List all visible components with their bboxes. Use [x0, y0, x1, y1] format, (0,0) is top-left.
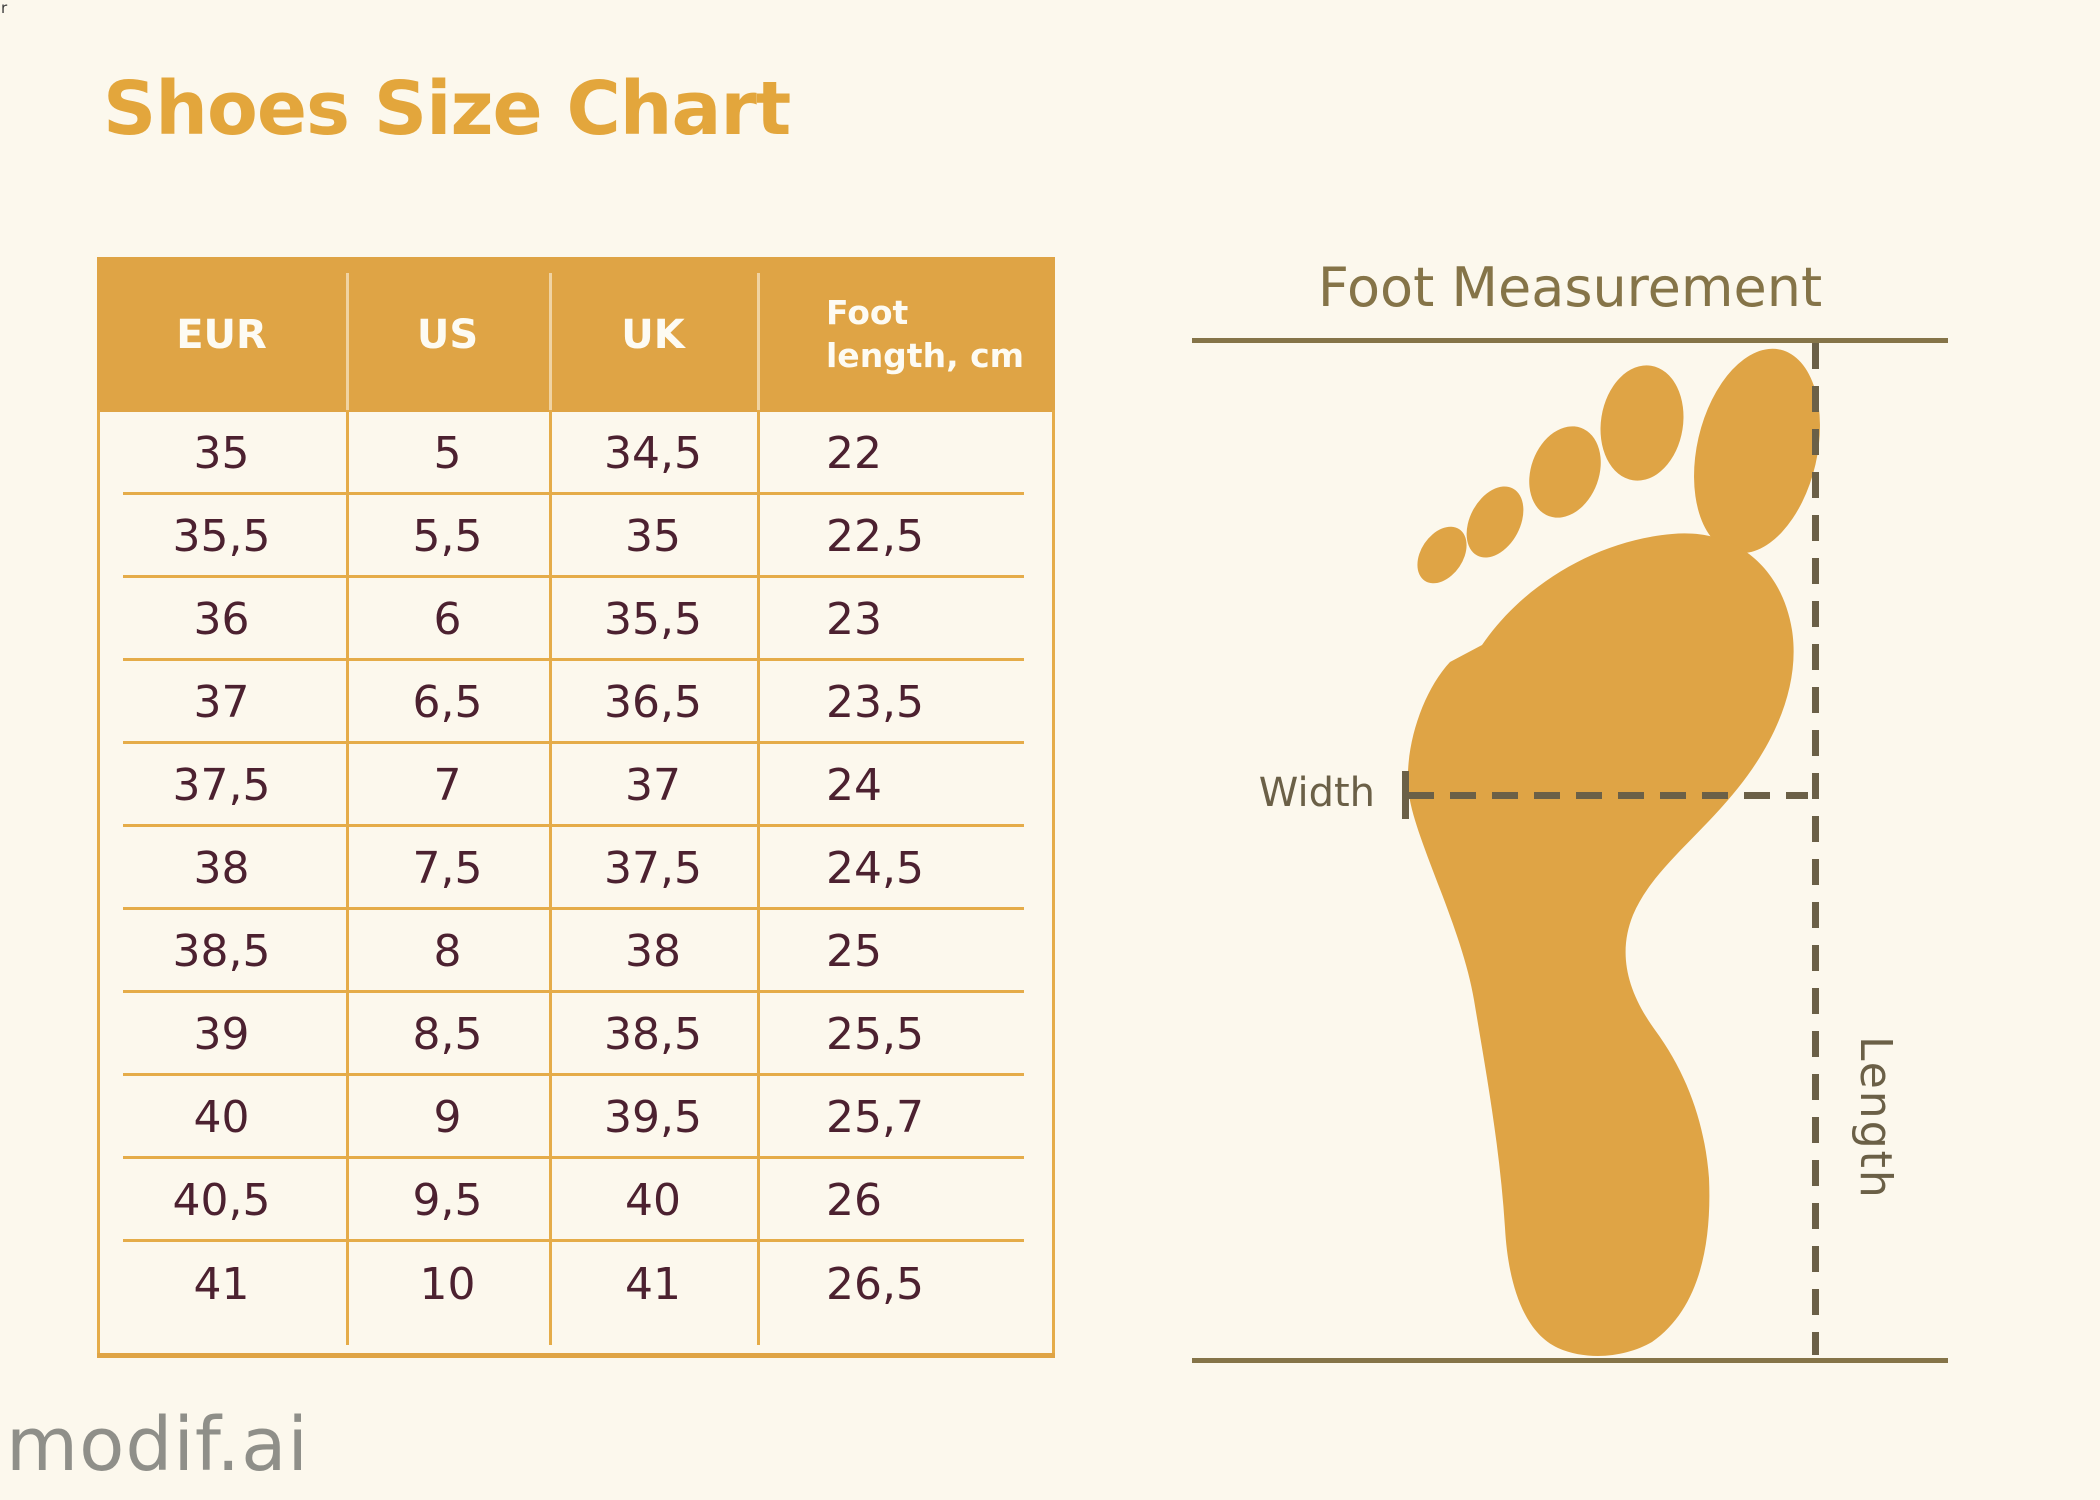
- table-row: 38,5 8 38 25: [97, 910, 1055, 993]
- foot-measurement-panel: Foot Measurement Width Length: [1190, 256, 1950, 1365]
- table-cell-uk: 34,5: [604, 428, 702, 479]
- table-cell-foot-length: 24,5: [826, 843, 924, 894]
- page-title: Shoes Size Chart: [103, 66, 791, 152]
- header-column-divider: [346, 273, 349, 412]
- table-cell-us: 7: [433, 760, 462, 811]
- header-cell-us: US: [416, 311, 479, 358]
- table-cell-foot-length: 26: [826, 1175, 882, 1226]
- measurement-top-rule: [1192, 338, 1948, 343]
- table-cell-foot-length: 25: [826, 926, 882, 977]
- table-row: 36 6 35,5 23: [97, 578, 1055, 661]
- table-cell-eur: 35: [193, 428, 250, 479]
- header-cell-foot-length: Foot length, cm: [826, 292, 1025, 375]
- table-cell-eur: 38: [193, 843, 250, 894]
- corner-artifact-mark: r: [1, 0, 8, 17]
- column-divider: [549, 410, 552, 1345]
- shoe-size-table: EUR US UK Foot length, cm 35 5 34,5 22 3…: [97, 257, 1055, 1363]
- table-cell-foot-length: 23,5: [826, 677, 924, 728]
- table-row: 39 8,5 38,5 25,5: [97, 993, 1055, 1076]
- big-toe-shape: [1694, 348, 1820, 554]
- table-cell-uk: 41: [625, 1259, 681, 1310]
- table-cell-uk: 40: [625, 1175, 681, 1226]
- table-row: 41 10 41 26,5: [97, 1242, 1055, 1353]
- fourth-toe-shape: [1466, 486, 1524, 558]
- table-row: 35,5 5,5 35 22,5: [97, 495, 1055, 578]
- table-left-border: [97, 410, 100, 1358]
- table-bottom-border: [97, 1353, 1055, 1358]
- table-cell-uk: 35: [625, 511, 681, 562]
- table-cell-foot-length: 25,5: [826, 1009, 924, 1060]
- table-row: 35 5 34,5 22: [97, 412, 1055, 495]
- table-cell-foot-length: 22: [826, 428, 882, 479]
- table-cell-eur: 40: [193, 1092, 250, 1143]
- watermark: modif.ai: [6, 1402, 309, 1488]
- table-row: 37 6,5 36,5 23,5: [97, 661, 1055, 744]
- measurement-bottom-rule: [1192, 1358, 1948, 1363]
- table-cell-uk: 38,5: [604, 1009, 702, 1060]
- table-cell-uk: 35,5: [604, 594, 702, 645]
- header-column-divider: [549, 273, 552, 412]
- table-cell-eur: 39: [193, 1009, 250, 1060]
- table-cell-eur: 35,5: [172, 511, 271, 562]
- table-cell-uk: 37,5: [604, 843, 702, 894]
- table-row: 40 9 39,5 25,7: [97, 1076, 1055, 1159]
- width-dashed-line: [1408, 792, 1808, 799]
- footprint-illustration: [1407, 348, 1820, 1356]
- column-divider: [346, 410, 349, 1345]
- table-cell-eur: 41: [193, 1259, 250, 1310]
- table-cell-uk: 37: [625, 760, 681, 811]
- table-row: 38 7,5 37,5 24,5: [97, 827, 1055, 910]
- table-cell-eur: 38,5: [172, 926, 271, 977]
- sole-shape: [1407, 533, 1794, 1356]
- length-dashed-line: [1812, 343, 1819, 1355]
- table-cell-foot-length: 26,5: [826, 1259, 924, 1310]
- width-tick-mark: [1402, 771, 1409, 819]
- table-row: 37,5 7 37 24: [97, 744, 1055, 827]
- table-cell-eur: 36: [193, 594, 250, 645]
- table-cell-us: 8,5: [412, 1009, 483, 1060]
- table-cell-us: 5,5: [412, 511, 483, 562]
- table-cell-us: 6,5: [412, 677, 483, 728]
- third-toe-shape: [1529, 426, 1601, 518]
- table-cell-us: 6: [433, 594, 462, 645]
- table-cell-foot-length: 25,7: [826, 1092, 924, 1143]
- table-cell-eur: 37: [193, 677, 250, 728]
- header-cell-eur: EUR: [176, 311, 267, 358]
- table-cell-uk: 39,5: [604, 1092, 702, 1143]
- table-row: 40,5 9,5 40 26: [97, 1159, 1055, 1242]
- header-column-divider: [757, 273, 760, 412]
- table-cell-us: 8: [433, 926, 462, 977]
- table-right-border: [1052, 410, 1055, 1358]
- table-cell-us: 10: [419, 1259, 476, 1310]
- table-cell-us: 9: [433, 1092, 462, 1143]
- table-cell-foot-length: 24: [826, 760, 882, 811]
- table-cell-us: 5: [433, 428, 462, 479]
- measurement-title: Foot Measurement: [1317, 256, 1823, 319]
- table-body: 35 5 34,5 22 35,5 5,5 35 22,5 36 6 35,5 …: [97, 412, 1055, 1353]
- table-cell-foot-length: 23: [826, 594, 882, 645]
- length-label: Length: [1850, 1036, 1901, 1200]
- column-divider: [757, 410, 760, 1345]
- table-cell-uk: 38: [625, 926, 681, 977]
- table-cell-us: 7,5: [412, 843, 483, 894]
- header-cell-uk: UK: [621, 311, 685, 358]
- width-label: Width: [1258, 770, 1375, 816]
- table-cell-eur: 40,5: [172, 1175, 271, 1226]
- pinky-toe-shape: [1417, 526, 1467, 584]
- table-cell-uk: 36,5: [604, 677, 702, 728]
- table-cell-foot-length: 22,5: [826, 511, 924, 562]
- second-toe-shape: [1600, 365, 1684, 481]
- table-header-row: EUR US UK Foot length, cm: [97, 257, 1055, 412]
- table-cell-us: 9,5: [412, 1175, 483, 1226]
- table-cell-eur: 37,5: [172, 760, 271, 811]
